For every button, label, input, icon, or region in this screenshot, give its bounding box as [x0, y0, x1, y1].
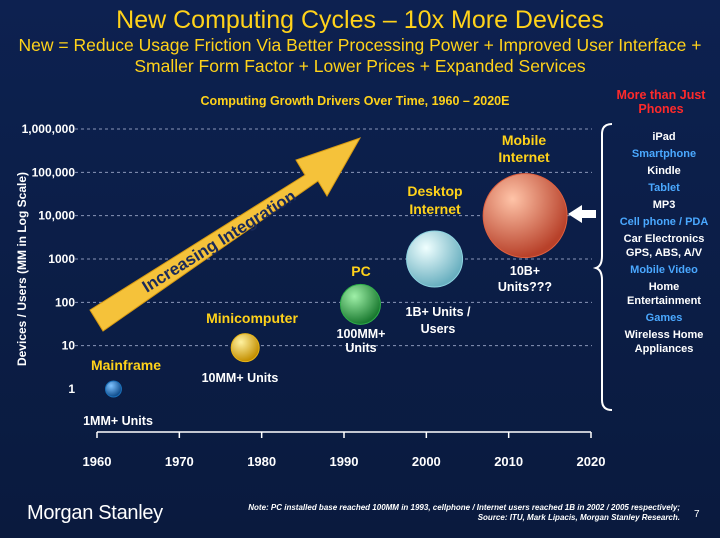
- sidebar-item: MP3: [652, 199, 676, 211]
- y-axis-label: Devices / Users (MM in Log Scale): [15, 171, 29, 367]
- data-points: Mainframe 1MM+ Units Minicomputer 10MM+ Uni…: [83, 132, 568, 428]
- page-subtitle: New = Reduce Usage Friction Via Better P…: [18, 35, 702, 76]
- point-name-label: Internet: [409, 201, 461, 217]
- point-name-label: Desktop: [407, 183, 462, 199]
- y-tick-label: 1000: [48, 252, 75, 266]
- x-tick-label: 1970: [165, 454, 194, 469]
- y-tick-label: 100: [55, 295, 75, 309]
- point-name-label: Minicomputer: [206, 310, 298, 326]
- chart-title: Computing Growth Drivers Over Time, 1960…: [200, 94, 510, 108]
- point-units-label: 1MM+ Units: [83, 414, 153, 428]
- point-units-label: Users: [421, 322, 456, 336]
- point-name-label: Internet: [498, 149, 550, 165]
- y-tick-label: 10: [62, 339, 76, 353]
- sidebar-item: iPad: [652, 131, 676, 143]
- point-units-label: 1B+ Units /: [406, 305, 471, 319]
- bubble-minicomputer: [230, 333, 260, 363]
- point-units-label: 10B+: [510, 264, 540, 278]
- sidebar-item: Wireless Home Appliances: [624, 329, 704, 355]
- sidebar-item: Smartphone: [631, 148, 697, 160]
- sidebar-item: Tablet: [648, 182, 680, 194]
- sidebar-item: Cell phone / PDA: [619, 216, 709, 228]
- x-tick-label: 2010: [494, 454, 523, 469]
- point-units-label: 10MM+ Units: [202, 371, 279, 385]
- bubble-mainframe: [104, 380, 122, 398]
- arrow-label: Increasing Integration: [139, 186, 300, 296]
- x-tick-label: 1980: [247, 454, 276, 469]
- axes: 1 10 100 1000 10,000 100,000 1,000,000 1960 1970…: [22, 122, 606, 469]
- footnote: Note: PC installed base reached 100MM in…: [200, 503, 680, 523]
- page-title: New Computing Cycles – 10x More Devices: [116, 6, 604, 34]
- sidebar-item: Mobile Video: [630, 264, 698, 276]
- bubble-desktop-internet: [406, 230, 464, 288]
- x-tick-label: 2020: [577, 454, 606, 469]
- page-number: 7: [694, 509, 700, 520]
- sidebar-item: Home Entertainment: [627, 281, 701, 307]
- sidebar-title: More than Just Phones: [616, 88, 706, 116]
- footnote-note: Note: PC installed base reached 100MM in…: [248, 503, 680, 512]
- point-name-label: Mainframe: [91, 357, 161, 373]
- sidebar-bracket: [592, 123, 613, 411]
- morgan-stanley-logo: Morgan Stanley: [27, 502, 163, 524]
- x-tick-label: 1990: [330, 454, 359, 469]
- point-name-label: PC: [351, 263, 370, 279]
- sidebar-item: Games: [645, 312, 683, 324]
- point-name-label: Mobile: [502, 132, 547, 148]
- sidebar-list: iPad Smartphone Kindle Tablet MP3 Cell phone …: [612, 130, 716, 359]
- x-tick-label: 1960: [83, 454, 112, 469]
- point-units-label: Units: [345, 341, 376, 355]
- y-tick-label: 1,000,000: [22, 122, 76, 136]
- footnote-source: Source: ITU, Mark Lipacis, Morgan Stanle…: [477, 513, 680, 522]
- bubble-pc: [339, 283, 381, 325]
- arrow-shape: [89, 137, 362, 332]
- sidebar-item: Car Electronics GPS, ABS, A/V: [623, 233, 705, 259]
- sidebar-pointer-arrow: [568, 205, 596, 223]
- y-tick-label: 10,000: [38, 209, 75, 223]
- x-tick-label: 2000: [412, 454, 441, 469]
- point-units-label: 100MM+: [337, 327, 386, 341]
- point-units-label: Units???: [498, 280, 552, 294]
- sidebar-item: Kindle: [647, 165, 681, 177]
- bubble-mobile-internet: [482, 173, 568, 259]
- y-tick-label: 1: [68, 382, 75, 396]
- y-tick-label: 100,000: [32, 165, 76, 179]
